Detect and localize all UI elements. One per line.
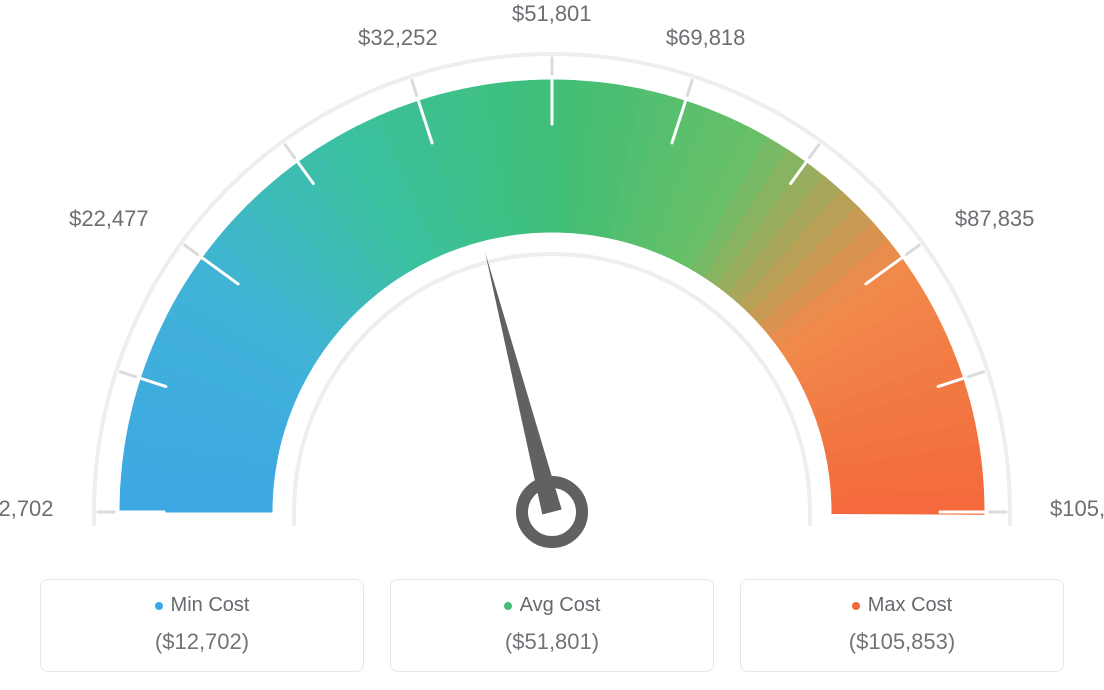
gauge-tick-label: $105,853 bbox=[1050, 496, 1104, 522]
gauge-band bbox=[120, 80, 984, 514]
legend-value-avg: ($51,801) bbox=[401, 629, 703, 655]
legend-title-min: Min Cost bbox=[155, 594, 250, 617]
legend-title-avg: Avg Cost bbox=[504, 594, 601, 617]
legend-title-text: Avg Cost bbox=[520, 594, 601, 617]
gauge-tick-label: $69,818 bbox=[666, 25, 746, 51]
legend-title-max: Max Cost bbox=[852, 594, 952, 617]
gauge-tick-label: $87,835 bbox=[955, 206, 1035, 232]
bullet-icon bbox=[504, 602, 512, 610]
gauge-tick-label: $51,801 bbox=[512, 1, 592, 27]
gauge-tick-label: $12,702 bbox=[0, 496, 54, 522]
legend-value-min: ($12,702) bbox=[51, 629, 353, 655]
gauge-needle bbox=[485, 252, 562, 514]
gauge-svg bbox=[0, 0, 1104, 560]
legend-value-max: ($105,853) bbox=[751, 629, 1053, 655]
gauge-area: $12,702 $22,477 $32,252 $51,801 $69,818 $87,8… bbox=[0, 0, 1104, 560]
gauge-tick-label: $32,252 bbox=[358, 25, 438, 51]
legend-row: Min Cost ($12,702) Avg Cost ($51,801) Ma… bbox=[40, 579, 1064, 672]
legend-title-text: Min Cost bbox=[171, 594, 250, 617]
gauge-tick-label: $22,477 bbox=[69, 206, 149, 232]
legend-card-avg: Avg Cost ($51,801) bbox=[390, 579, 714, 672]
chart-container: $12,702 $22,477 $32,252 $51,801 $69,818 $87,8… bbox=[0, 0, 1104, 690]
legend-card-max: Max Cost ($105,853) bbox=[740, 579, 1064, 672]
bullet-icon bbox=[852, 602, 860, 610]
bullet-icon bbox=[155, 602, 163, 610]
legend-title-text: Max Cost bbox=[868, 594, 952, 617]
legend-card-min: Min Cost ($12,702) bbox=[40, 579, 364, 672]
